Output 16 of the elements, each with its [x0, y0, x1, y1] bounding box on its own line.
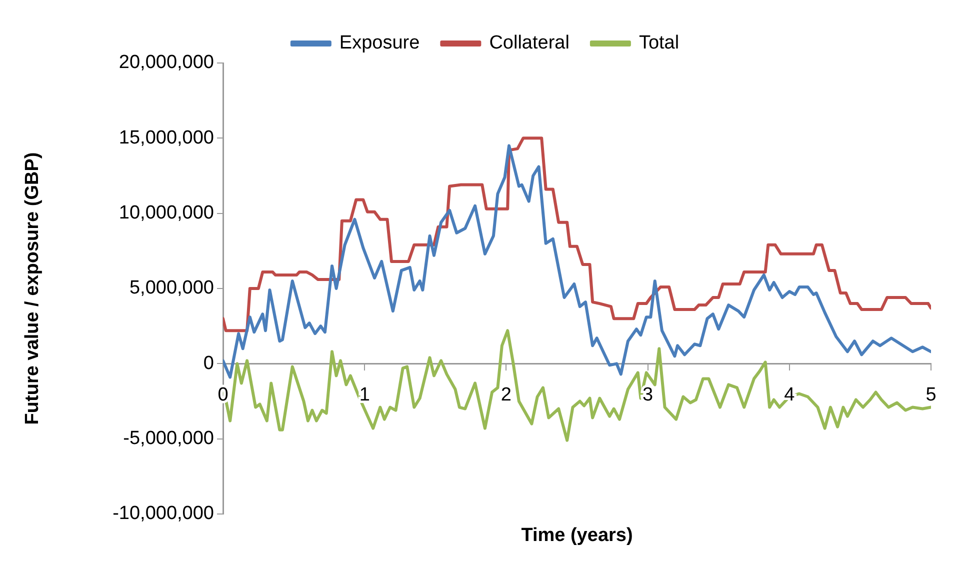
y-tick-label: 15,000,000	[118, 127, 214, 148]
x-tick-label: 1	[359, 384, 370, 406]
y-tick-label: 10,000,000	[118, 202, 214, 224]
y-tick-label: 20,000,000	[118, 52, 214, 74]
x-tick-label: 3	[642, 384, 654, 406]
x-axis-title: Time (years)	[521, 525, 633, 546]
y-tick-label: -5,000,000	[123, 428, 214, 450]
x-tick-label: 2	[500, 384, 512, 406]
y-tick-label: 0	[203, 352, 214, 374]
x-tick-label: 5	[926, 384, 936, 406]
legend-label: Total	[638, 32, 680, 54]
legend-label: Exposure	[339, 32, 420, 54]
legend-label: Collateral	[489, 32, 570, 54]
y-tick-label: -10,000,000	[112, 503, 214, 524]
y-axis-title: Future value / exposure (GBP)	[22, 152, 44, 425]
y-tick-label: 5,000,000	[129, 278, 214, 299]
